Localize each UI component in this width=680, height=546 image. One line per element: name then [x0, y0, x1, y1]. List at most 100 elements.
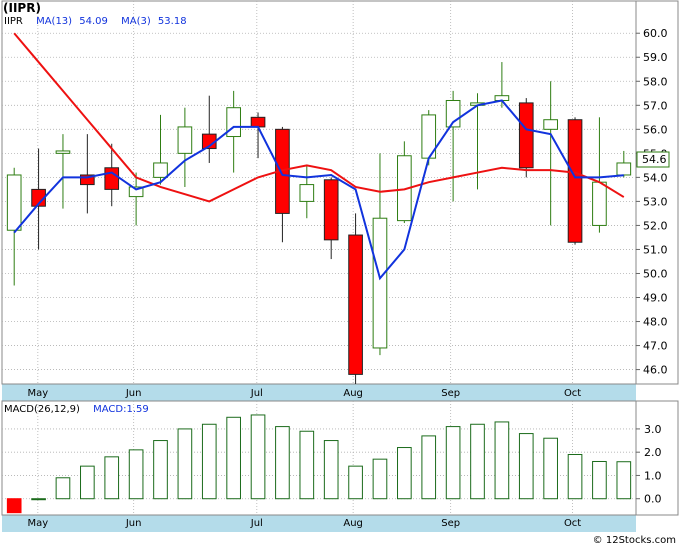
candle-up [543, 81, 558, 226]
macd-bar [470, 423, 485, 500]
candle-body [80, 174, 95, 186]
legend-ma13-label: MA(13) [36, 16, 72, 27]
macd-bar [567, 454, 583, 500]
candle-up [6, 167, 22, 286]
macd-tick-label: 1.0 [644, 469, 662, 482]
price-tick-label: 56.0 [643, 123, 668, 136]
macd-bar [201, 423, 217, 500]
candle-body [518, 102, 534, 169]
x-axis: May May Jun Jun Jul Jul Aug Aug Sep Sep Oct Oct [28, 388, 582, 529]
month-label-top: Aug [343, 388, 363, 399]
candle-body [372, 217, 388, 349]
macd-bar [397, 447, 412, 500]
price-tick-label: 48.0 [643, 316, 668, 329]
macd-tick-label: 3.0 [644, 423, 662, 436]
macd-bar [372, 458, 388, 500]
candle-body [226, 107, 241, 138]
macd-bar [177, 428, 193, 500]
candle-down [567, 117, 583, 245]
legend-ma13-value: 54.09 [79, 16, 108, 27]
candle-body [6, 174, 22, 231]
price-tick-label: 46.0 [643, 364, 668, 377]
candle-down [323, 177, 339, 260]
month-strip-bottom [2, 515, 636, 532]
macd-bar [128, 449, 144, 500]
candle-up [128, 172, 144, 226]
candle-down [518, 98, 534, 178]
candle-up [299, 165, 315, 219]
candle-up [177, 107, 193, 187]
macd-bars [6, 414, 632, 514]
macd-bar [592, 460, 607, 500]
macd-axis: 0.0 1.0 2.0 3.0 [636, 423, 662, 506]
macd-bar [421, 435, 437, 500]
month-label-top: Jul [250, 388, 263, 399]
price-tick-label: 53.0 [643, 195, 668, 208]
price-tick-label: 60.0 [643, 27, 668, 40]
candle-body [250, 116, 266, 128]
last-price-box [636, 151, 670, 168]
macd-tick-label: 2.0 [644, 446, 662, 459]
price-tick-label: 49.0 [643, 292, 668, 305]
candle-up [372, 153, 388, 356]
candle-body [592, 181, 607, 226]
macd-legend-label: MACD(26,12,9) [4, 404, 80, 415]
last-price-label: 54.6 [642, 153, 667, 166]
macd-bar [104, 456, 120, 500]
macd-bar [6, 498, 22, 514]
month-label-top: Sep [441, 388, 460, 399]
macd-bar [445, 426, 461, 500]
macd-bar [275, 426, 290, 500]
macd-bar [543, 437, 558, 500]
price-tick-label: 50.0 [643, 267, 668, 280]
month-label-top: Oct [564, 388, 581, 399]
candle-up [55, 134, 71, 209]
macd-bar [80, 465, 95, 500]
candle-up [592, 117, 607, 233]
macd-bar [323, 440, 339, 500]
candle-body [567, 119, 583, 243]
macd-bar [226, 416, 241, 500]
macd-bar [55, 477, 71, 500]
month-strip-top [2, 384, 636, 401]
price-tick-label: 54.0 [643, 171, 668, 184]
macd-bar [31, 498, 46, 501]
candle-body [299, 184, 315, 202]
price-tick-label: 52.0 [643, 219, 668, 232]
candle-body [543, 119, 558, 130]
watermark: © 12Stocks.com [593, 535, 676, 546]
moving-averages [13, 32, 625, 281]
month-label-top: Jun [125, 388, 142, 399]
candle-body [153, 162, 168, 178]
legend-ma3-label: MA(3) [121, 16, 151, 27]
chart-title: (IIPR) [3, 1, 41, 15]
macd-legend: MACD(26,12,9) MACD:1.59 [4, 404, 149, 415]
macd-bar [616, 461, 632, 500]
price-tick-label: 47.0 [643, 340, 668, 353]
macd-bar [494, 421, 510, 500]
month-label-bottom: Sep [441, 518, 460, 529]
macd-bar [153, 440, 168, 500]
price-legend: IIPR MA(13) 54.09 MA(3) 53.18 [4, 16, 187, 27]
legend-ma3-value: 53.18 [158, 16, 187, 27]
candle-down [348, 213, 363, 384]
month-label-top: May [28, 388, 49, 399]
candle-up [421, 110, 437, 166]
price-tick-label: 59.0 [643, 51, 668, 64]
macd-tick-label: 0.0 [644, 493, 662, 506]
month-label-bottom: Oct [564, 518, 581, 529]
candle-body [616, 162, 632, 176]
legend-symbol: IIPR [4, 16, 23, 27]
month-label-bottom: Aug [343, 518, 363, 529]
candle-down [201, 95, 217, 163]
macd-bar [348, 465, 363, 500]
macd-bar [250, 414, 266, 500]
price-panel-border [1, 0, 679, 385]
ma13-line [13, 32, 625, 203]
price-axis: 46.047.048.049.050.051.052.053.054.055.0… [636, 27, 668, 377]
macd-bar [518, 433, 534, 500]
